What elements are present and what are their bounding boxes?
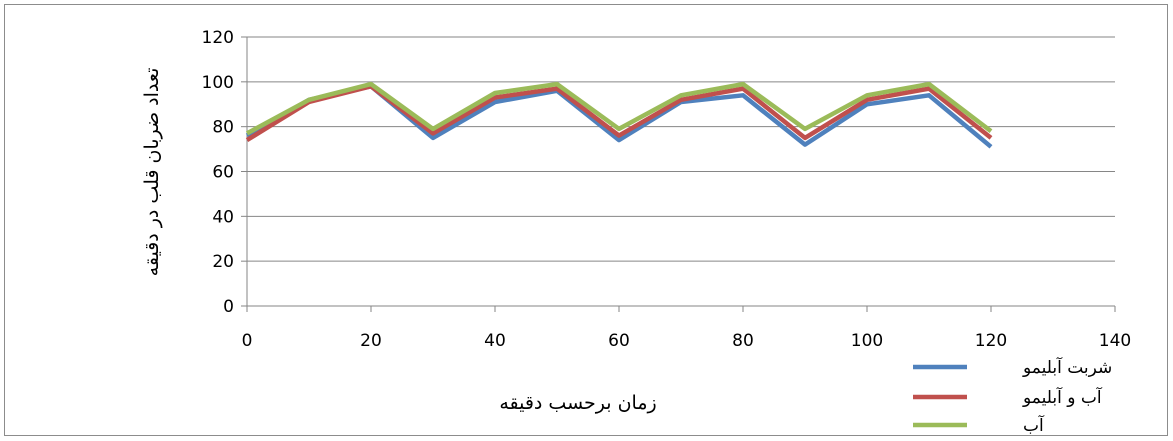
y-tick-label-40: 40 — [212, 207, 234, 227]
y-tick-labels: 0 20 40 60 80 100 120 — [202, 28, 234, 317]
chart-frame — [4, 4, 1168, 436]
x-axis-label: زمان برحسب دقیقه — [499, 392, 656, 414]
series-line-3 — [245, 81, 993, 136]
y-tick-label-0: 0 — [223, 297, 234, 317]
legend-label-3: آب — [1023, 414, 1045, 436]
y-tick-label-80: 80 — [212, 118, 234, 138]
legend-label-1: شربت آبلیمو — [1022, 356, 1112, 378]
y-axis-label: تعداد ضربان قلب در دقیقه — [141, 68, 163, 277]
y-tick-label-100: 100 — [202, 73, 234, 93]
x-tick-label-80: 80 — [732, 331, 754, 351]
x-tick-label-20: 20 — [360, 331, 382, 351]
x-tick-label-0: 0 — [242, 331, 253, 351]
x-tick-label-140: 140 — [1099, 331, 1131, 351]
gridlines — [247, 36, 1115, 262]
y-tick-label-20: 20 — [212, 252, 234, 272]
x-tick-labels: 0 20 40 60 80 100 120 140 — [242, 331, 1132, 351]
legend: شربت آبلیمو آب و آبلیمو آب — [913, 356, 1112, 436]
y-tick-label-60: 60 — [212, 163, 234, 183]
series-lines — [245, 81, 993, 149]
x-tick-label-60: 60 — [608, 331, 630, 351]
x-tick-label-40: 40 — [484, 331, 506, 351]
x-tick-label-120: 120 — [975, 331, 1007, 351]
x-tick-label-100: 100 — [851, 331, 883, 351]
legend-label-2: آب و آبلیمو — [1022, 386, 1103, 408]
axes — [241, 36, 1116, 312]
y-tick-label-120: 120 — [202, 28, 234, 48]
